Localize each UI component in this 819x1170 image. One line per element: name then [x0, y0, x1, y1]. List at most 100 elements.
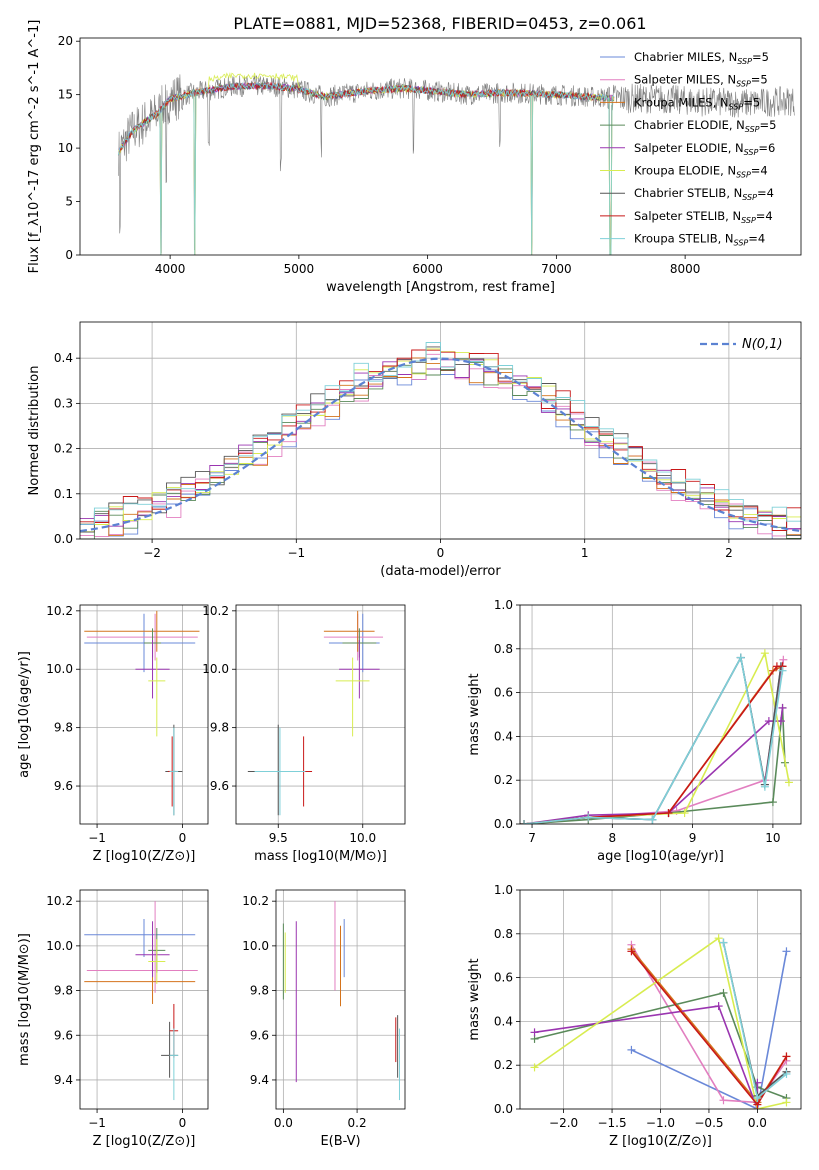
data-point: [530, 1063, 539, 1072]
y-tick-label: 0.0: [54, 532, 73, 546]
plot-area: [282, 901, 400, 1101]
legend-entry: N(0,1): [742, 337, 783, 352]
series-line-3: [534, 992, 787, 1099]
y-tick-label: 0.3: [54, 396, 73, 410]
data-point: [779, 655, 788, 664]
axes-frame: [79, 604, 209, 825]
data-point: [753, 1094, 762, 1103]
legend-entry: Chabrier STELIB, NSSP=4: [634, 186, 774, 202]
figure-title: PLATE=0881, MJD=52368, FIBERID=0453, z=0…: [233, 14, 646, 33]
axes-frame: [235, 604, 406, 825]
y-tick-label: 0.4: [54, 351, 73, 365]
y-tick-label: 10.2: [46, 604, 73, 618]
plot-area: [84, 901, 198, 1101]
normal-reference-curve: [80, 357, 801, 533]
y-tick-label: 9.6: [210, 779, 229, 793]
data-point: [736, 653, 745, 662]
y-tick-label: 0.8: [494, 927, 513, 941]
observed-spectrum-line: [118, 74, 795, 254]
panel-weight_vs_age: 7 8 9 10 0.0 0.2 0.4 0.6 0.8 1.0 age [log10(age/yr…: [467, 598, 802, 864]
series-line-1: [523, 659, 785, 824]
x-tick-label: −1.5: [597, 1116, 626, 1130]
y-tick-label: 1.0: [494, 883, 513, 897]
x-tick-label: 0.0: [748, 1116, 767, 1130]
model-spectrum-8: [118, 81, 615, 255]
y-tick-label: 0.2: [494, 773, 513, 787]
series-line-0: [631, 951, 788, 1109]
legend-entry: Kroupa ELODIE, NSSP=4: [634, 164, 768, 180]
x-tick-label: 10: [765, 831, 780, 845]
axes-frame: [519, 604, 802, 825]
data-point: [782, 947, 791, 956]
data-point: [627, 1045, 636, 1054]
legend-entry: Chabrier MILES, NSSP=5: [634, 50, 769, 66]
x-axis-label: E(B-V): [320, 1134, 360, 1149]
histogram-1: [80, 353, 801, 538]
y-axis-label: age [log10(age/yr)]: [17, 651, 32, 778]
x-axis-label: Z [log10(Z/Z⊙)]: [93, 1134, 196, 1149]
axes-frame: [79, 889, 209, 1110]
y-tick-label: 0.2: [494, 1058, 513, 1072]
x-tick-label: 6000: [412, 262, 443, 276]
y-tick-label: 10.0: [242, 939, 269, 953]
x-tick-label: −1: [287, 546, 305, 560]
x-axis-label: wavelength [Angstrom, rest frame]: [326, 280, 555, 295]
series-line-4: [523, 707, 784, 824]
data-point: [530, 1028, 539, 1037]
x-axis-label: Z [log10(Z/Z⊙)]: [93, 849, 196, 864]
y-tick-label: 10.0: [46, 939, 73, 953]
y-tick-label: 0.6: [494, 686, 513, 700]
y-tick-label: 10.0: [46, 662, 73, 676]
panel-age_vs_Z: −1 0 9.6 9.8 10.0 10.2 Z [log10(Z/Z⊙)] age [log…: [17, 604, 209, 864]
plot-area: [118, 72, 795, 255]
x-tick-label: −0.5: [694, 1116, 723, 1130]
x-tick-label: 7: [528, 831, 536, 845]
x-tick-label: −1.0: [646, 1116, 675, 1130]
axes-frame: [79, 37, 802, 256]
y-tick-label: 0: [65, 248, 73, 262]
x-tick-label: −2.0: [549, 1116, 578, 1130]
legend-entry: Kroupa STELIB, NSSP=4: [634, 232, 765, 248]
y-tick-label: 0.4: [494, 729, 513, 743]
data-point: [778, 666, 787, 675]
x-tick-label: 9.5: [269, 831, 288, 845]
y-tick-label: 9.6: [54, 1028, 73, 1042]
panel-weight_vs_Z: −2.0 −1.5 −1.0 −0.5 0.0 0.0 0.2 0.4 0.6 0.8 1.0 Z […: [467, 883, 802, 1149]
x-tick-label: 0: [437, 546, 445, 560]
y-axis-label: Normed distribution: [27, 366, 42, 496]
series-line-3: [523, 707, 786, 824]
series-line-6: [523, 656, 782, 824]
y-tick-label: 1.0: [494, 598, 513, 612]
panel-residuals: −2 −1 0 1 2 0.0 0.1 0.2 0.3 0.4 (data-model)/error…: [27, 321, 802, 579]
data-point: [520, 820, 529, 824]
y-tick-label: 10.0: [202, 662, 229, 676]
y-axis-label: mass weight: [467, 673, 482, 755]
x-tick-label: 0: [179, 1116, 187, 1130]
axes-frame: [519, 889, 802, 1110]
y-tick-label: 9.8: [54, 721, 73, 735]
y-tick-label: 15: [58, 88, 73, 102]
y-tick-label: 0.1: [54, 487, 73, 501]
x-tick-label: 0.0: [274, 1116, 293, 1130]
x-axis-label: (data-model)/error: [380, 564, 501, 579]
x-axis-label: mass [log10(M/M⊙)]: [254, 849, 387, 864]
y-tick-label: 9.6: [54, 779, 73, 793]
series-line-5: [534, 937, 787, 1109]
data-point: [782, 1098, 791, 1107]
y-axis-label: Flux [f_λ10^-17 erg cm^-2 s^-1 A^-1]: [27, 20, 42, 274]
y-tick-label: 9.8: [210, 721, 229, 735]
x-tick-label: 0.2: [348, 1116, 367, 1130]
y-tick-label: 0.0: [494, 1102, 513, 1116]
y-tick-label: 9.4: [54, 1073, 73, 1087]
series-line-0: [523, 656, 782, 824]
series-line-8: [523, 656, 784, 824]
x-tick-label: 8000: [670, 262, 701, 276]
data-point: [719, 988, 728, 997]
y-tick-label: 0.0: [494, 817, 513, 831]
x-tick-label: 1: [581, 546, 589, 560]
x-axis-label: age [log10(age/yr)]: [597, 849, 724, 864]
data-point: [760, 649, 769, 658]
legend-entry: Salpeter STELIB, NSSP=4: [634, 209, 773, 225]
axes-frame: [79, 321, 802, 540]
